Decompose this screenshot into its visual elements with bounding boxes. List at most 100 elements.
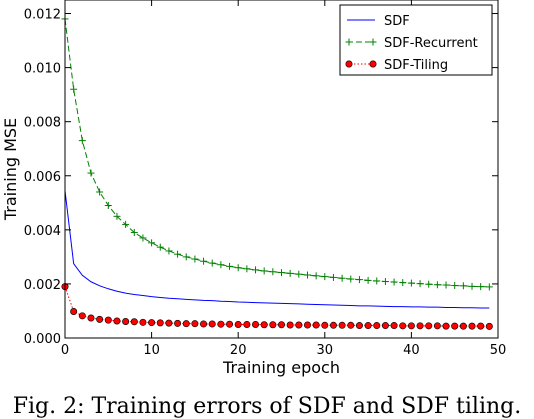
data-point-recurrent	[148, 239, 156, 247]
data-point-recurrent	[252, 266, 260, 274]
data-point-tiling	[165, 319, 173, 327]
series-line-sdf	[64, 190, 490, 309]
data-point-recurrent	[295, 270, 303, 278]
data-point-recurrent	[174, 250, 182, 258]
data-point-recurrent	[286, 269, 294, 277]
data-point-recurrent	[442, 281, 450, 289]
data-point-recurrent	[156, 243, 164, 251]
data-point-tiling	[87, 314, 95, 322]
data-point-tiling	[407, 322, 415, 330]
legend-item-sdf: SDF	[347, 14, 410, 29]
data-point-tiling	[381, 322, 389, 330]
data-point-tiling	[390, 322, 398, 330]
y-tick-label: 0.012	[24, 8, 61, 23]
x-tick-label: 40	[403, 343, 420, 358]
data-point-tiling	[234, 320, 242, 328]
y-tick-label: 0.004	[24, 224, 61, 239]
data-point-recurrent	[130, 229, 138, 237]
data-point-tiling	[485, 322, 493, 330]
data-point-recurrent	[200, 257, 208, 265]
data-point-tiling	[226, 320, 234, 328]
legend-label: SDF-Recurrent	[384, 36, 478, 51]
data-point-recurrent	[477, 283, 485, 291]
data-point-tiling	[286, 321, 294, 329]
data-point-recurrent	[416, 280, 424, 288]
y-tick-label: 0.006	[24, 170, 61, 185]
data-point-recurrent	[433, 281, 441, 289]
data-point-tiling	[130, 318, 138, 326]
data-point-tiling	[70, 308, 78, 316]
data-point-tiling	[122, 318, 130, 326]
data-point-recurrent	[208, 259, 216, 267]
data-point-recurrent	[338, 274, 346, 282]
plot-area-frame	[64, 0, 499, 339]
data-point-tiling	[416, 322, 424, 330]
data-point-tiling	[433, 322, 441, 330]
data-point-tiling	[477, 322, 485, 330]
y-axis-label: Training MSE	[1, 118, 20, 221]
data-point-tiling	[312, 321, 320, 329]
data-point-recurrent	[191, 255, 199, 263]
data-point-tiling	[191, 320, 199, 328]
data-point-recurrent	[364, 276, 372, 284]
data-point-recurrent	[139, 234, 147, 242]
data-point-recurrent	[451, 282, 459, 290]
data-point-recurrent	[243, 265, 251, 273]
data-point-recurrent	[381, 277, 389, 285]
data-point-tiling	[355, 322, 363, 330]
data-point-recurrent	[70, 85, 78, 93]
data-point-tiling	[425, 322, 433, 330]
data-point-recurrent	[303, 271, 311, 279]
data-point-recurrent	[104, 202, 112, 210]
data-point-recurrent	[399, 279, 407, 287]
data-point-tiling	[260, 321, 268, 329]
data-point-tiling	[399, 322, 407, 330]
legend-label: SDF-Tiling	[384, 58, 448, 73]
legend-item-recurrent: SDF-Recurrent	[345, 36, 478, 51]
data-point-recurrent	[355, 276, 363, 284]
data-point-tiling	[217, 320, 225, 328]
training-mse-chart: 0 10 20 30 40 50 0.000 0.002 0.004 0.006 0.008 0.01…	[1, 0, 507, 377]
legend: SDF SDF-Recurrent SDF-Tiling	[339, 4, 493, 76]
data-point-tiling	[96, 315, 104, 323]
figure-caption: Fig. 2: Training errors of SDF and SDF t…	[12, 394, 522, 419]
data-point-tiling	[321, 321, 329, 329]
data-point-tiling	[373, 322, 381, 330]
data-point-tiling	[295, 321, 303, 329]
legend-label: SDF	[384, 14, 410, 29]
data-point-tiling	[156, 319, 164, 327]
data-point-recurrent	[468, 282, 476, 290]
data-point-tiling	[148, 319, 156, 327]
data-point-recurrent	[373, 277, 381, 285]
y-tick-label: 0.010	[24, 62, 61, 77]
data-point-recurrent	[407, 279, 415, 287]
x-tick-label: 50	[490, 343, 507, 358]
x-tick-label: 10	[143, 343, 160, 358]
series-line-tiling	[64, 286, 490, 327]
data-point-recurrent	[113, 212, 121, 220]
data-point-tiling	[347, 321, 355, 329]
data-point-recurrent	[182, 253, 190, 261]
data-point-tiling	[252, 320, 260, 328]
data-point-tiling	[451, 322, 459, 330]
y-tick-label: 0.008	[24, 116, 61, 131]
data-point-recurrent	[269, 268, 277, 276]
data-point-recurrent	[459, 282, 467, 290]
x-tick-label: 30	[317, 343, 334, 358]
data-point-recurrent	[260, 267, 268, 275]
data-point-tiling	[338, 321, 346, 329]
data-point-tiling	[208, 320, 216, 328]
y-tick-label: 0.000	[24, 332, 61, 347]
data-point-recurrent	[329, 273, 337, 281]
data-point-recurrent	[226, 262, 234, 270]
data-point-recurrent	[165, 247, 173, 255]
data-point-recurrent	[87, 169, 95, 177]
data-point-tiling	[442, 322, 450, 330]
data-point-tiling	[139, 318, 147, 326]
data-point-recurrent	[122, 220, 130, 228]
data-point-tiling	[78, 312, 86, 320]
data-point-tiling	[269, 321, 277, 329]
data-point-recurrent	[78, 137, 86, 145]
data-point-recurrent	[425, 280, 433, 288]
data-point-recurrent	[312, 272, 320, 280]
